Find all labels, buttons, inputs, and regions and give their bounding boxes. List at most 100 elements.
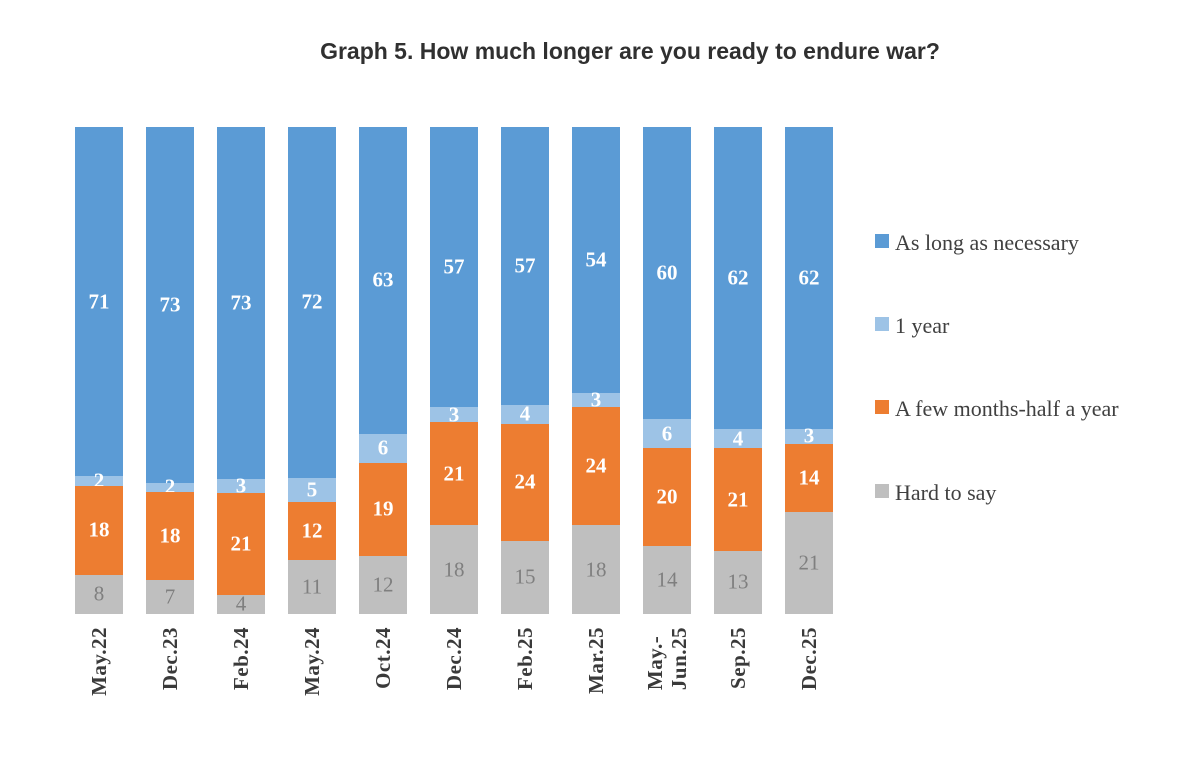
data-label: 14 (798, 465, 820, 490)
data-label: 5 (306, 477, 318, 502)
bar-segment: 3 (217, 475, 265, 496)
legend-swatch-icon (875, 483, 889, 498)
bar-segment: 5 (288, 477, 336, 502)
x-axis-label-text: Dec.25 (796, 627, 821, 691)
bar-segment: 12 (288, 501, 336, 561)
bar-column: 63 6 19 12 Oct.24 (359, 127, 407, 759)
data-label: 18 (443, 557, 465, 582)
data-label: 24 (585, 453, 607, 478)
legend: As long as necessary 1 year A few months-h… (875, 127, 1165, 759)
data-label: 72 (301, 289, 323, 314)
bar-segment: 8 (75, 574, 123, 614)
data-label: 62 (798, 265, 820, 290)
legend-label: A few months-half a year (895, 396, 1119, 422)
bar-segment: 21 (430, 422, 478, 526)
bar-segment: 62 (785, 127, 833, 429)
bar-segment: 4 (714, 426, 762, 451)
bars-area: 71 2 18 8 May.22 73 2 18 7 Dec.23 73 3 21 4 Feb.24 72 5 1… (75, 127, 833, 759)
bar-segment: 3 (785, 425, 833, 446)
chart-title: Graph 5. How much longer are you ready t… (320, 38, 940, 64)
x-axis-label: May.24 (288, 627, 336, 759)
x-axis-label-text: Feb.25 (512, 627, 537, 691)
x-axis-label-text: Feb.24 (228, 627, 253, 691)
data-label: 54 (585, 247, 607, 272)
bar-segment: 24 (572, 407, 620, 526)
bar-segment: 62 (714, 127, 762, 429)
bar-segment: 63 (359, 127, 407, 434)
data-label: 6 (661, 421, 673, 446)
bar-column: 62 4 21 13 Sep.25 (714, 127, 762, 759)
x-axis-label: Feb.25 (501, 627, 549, 759)
bar-segment: 3 (572, 389, 620, 410)
legend-swatch-icon (875, 400, 889, 415)
bar-segment: 73 (146, 127, 194, 483)
legend-swatch-icon (875, 234, 889, 248)
stacked-bar: 62 4 21 13 (714, 127, 762, 614)
x-axis-label-text: May.22 (86, 627, 111, 696)
stacked-bar: 71 2 18 8 (75, 127, 123, 614)
data-label: 14 (656, 567, 678, 592)
x-axis-label: Dec.23 (146, 627, 194, 759)
bar-segment: 54 (572, 127, 620, 393)
data-label: 57 (514, 253, 536, 278)
x-axis-label: Dec.24 (430, 627, 478, 759)
data-label: 57 (443, 254, 465, 279)
bar-segment: 7 (146, 579, 194, 614)
stacked-bar: 57 3 21 18 (430, 127, 478, 614)
x-axis-label-text: Dec.23 (157, 627, 182, 691)
data-label: 4 (732, 426, 744, 451)
stacked-bar: 72 5 12 11 (288, 127, 336, 614)
stacked-bar: 62 3 14 21 (785, 127, 833, 614)
bar-segment: 6 (643, 419, 691, 449)
x-axis-label: May.- Jun.25 (643, 627, 691, 759)
bar-segment: 18 (146, 492, 194, 580)
bar-segment: 19 (359, 463, 407, 556)
bar-column: 72 5 12 11 May.24 (288, 127, 336, 759)
bar-column: 60 6 20 14 May.- Jun.25 (643, 127, 691, 759)
bar-segment: 4 (501, 401, 549, 426)
stacked-bar: 54 3 24 18 (572, 127, 620, 614)
data-label: 13 (727, 569, 749, 594)
x-axis-label: Mar.25 (572, 627, 620, 759)
bar-segment: 14 (643, 545, 691, 614)
data-label: 73 (230, 290, 252, 315)
data-label: 4 (519, 401, 531, 426)
chart-body: 71 2 18 8 May.22 73 2 18 7 Dec.23 73 3 21 4 Feb.24 72 5 1… (0, 127, 1200, 759)
data-label: 63 (372, 267, 394, 292)
bar-segment: 57 (501, 127, 549, 405)
bar-column: 73 3 21 4 Feb.24 (217, 127, 265, 759)
data-label: 20 (656, 484, 678, 509)
bar-segment: 21 (714, 448, 762, 551)
stacked-bar: 60 6 20 14 (643, 127, 691, 614)
legend-swatch-icon (875, 317, 889, 332)
bar-segment: 21 (785, 511, 833, 614)
data-label: 73 (159, 292, 181, 317)
data-label: 18 (88, 517, 110, 542)
stacked-bar: 57 4 24 15 (501, 127, 549, 614)
data-label: 21 (727, 487, 749, 512)
bar-segment: 6 (359, 433, 407, 464)
legend-item: A few months-half a year (875, 393, 1165, 424)
bar-segment: 18 (572, 525, 620, 614)
bar-column: 57 3 21 18 Dec.24 (430, 127, 478, 759)
stacked-bar: 63 6 19 12 (359, 127, 407, 614)
bar-segment: 24 (501, 424, 549, 541)
legend-label: Hard to say (895, 479, 997, 505)
bar-column: 57 4 24 15 Feb.25 (501, 127, 549, 759)
bar-segment: 12 (359, 555, 407, 614)
data-label: 12 (372, 572, 394, 597)
bar-segment: 18 (430, 525, 478, 614)
bar-segment: 11 (288, 560, 336, 614)
legend-item: 1 year (875, 310, 1165, 341)
data-label: 19 (372, 496, 394, 521)
bar-segment: 71 (75, 127, 123, 477)
stacked-bar: 73 2 18 7 (146, 127, 194, 614)
bar-column: 62 3 14 21 Dec.25 (785, 127, 833, 759)
legend-label: As long as necessary (895, 230, 1079, 255)
x-axis-label: Feb.24 (217, 627, 265, 759)
bar-segment: 18 (75, 486, 123, 575)
data-label: 12 (301, 518, 323, 543)
bar-segment: 3 (430, 404, 478, 425)
x-axis-label-text: Sep.25 (725, 627, 750, 689)
